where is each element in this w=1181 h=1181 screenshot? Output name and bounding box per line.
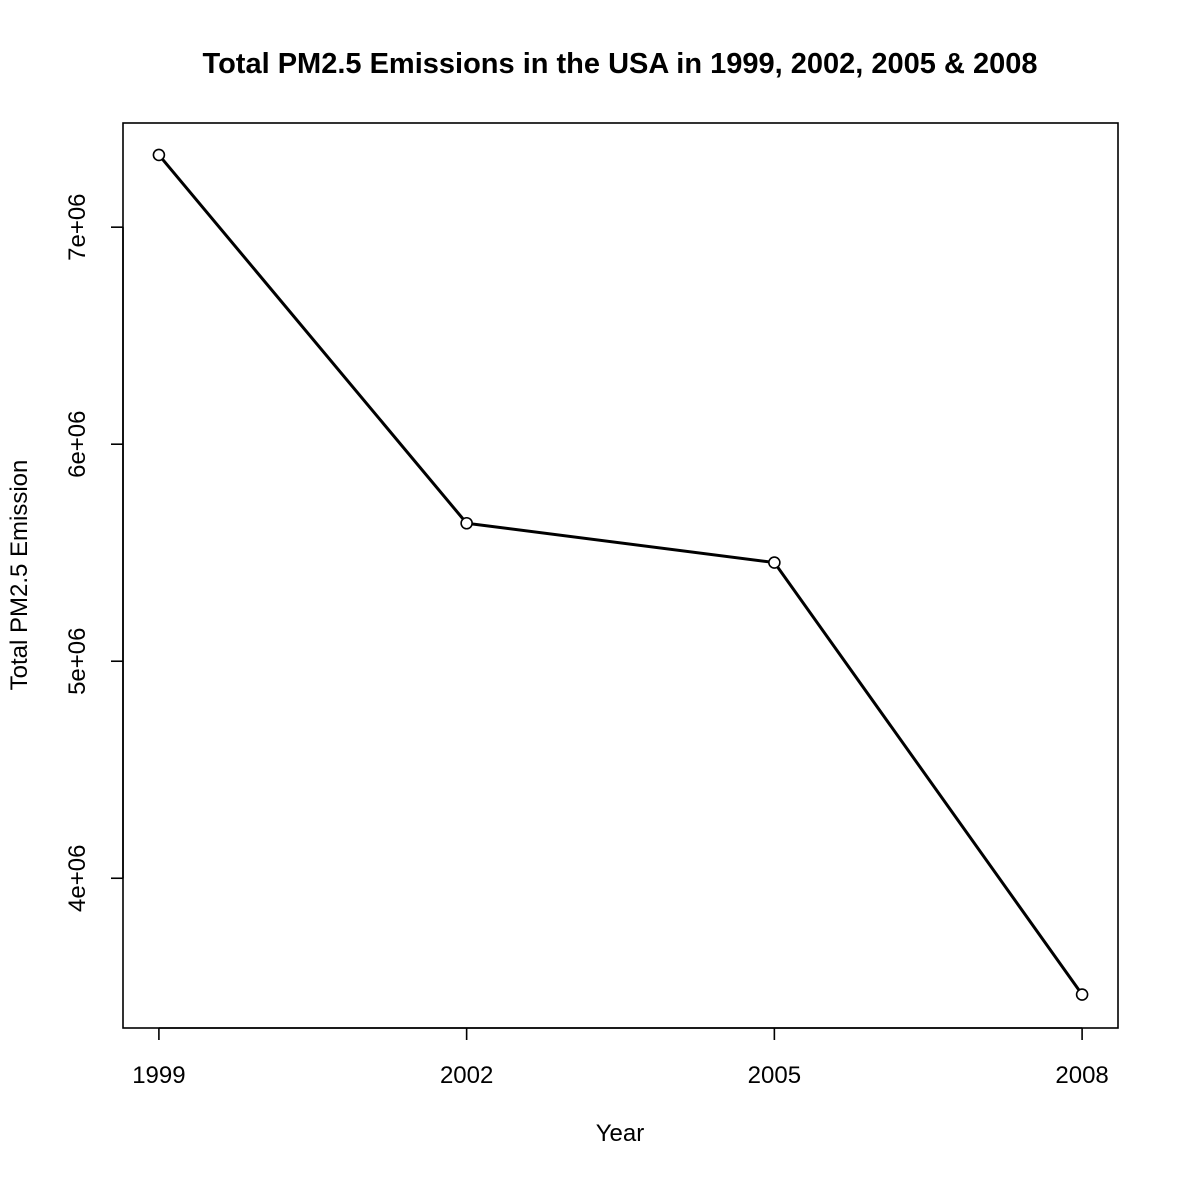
series-line: [157, 153, 1084, 997]
plot-frame: [122, 122, 1119, 1029]
y-tick-label: 7e+06: [64, 193, 91, 260]
x-tick-label: 1999: [132, 1062, 185, 1089]
x-tick-label: 2008: [1055, 1062, 1108, 1089]
chart-title: Total PM2.5 Emissions in the USA in 1999…: [203, 48, 1038, 80]
y-tick-label: 4e+06: [64, 845, 91, 912]
y-axis: 4e+06 5e+06 6e+06 7e+06: [64, 193, 124, 912]
data-point: [1075, 988, 1089, 1001]
data-point: [768, 556, 781, 569]
x-axis-label: Year: [596, 1120, 645, 1147]
y-tick-label: 5e+06: [64, 628, 91, 695]
y-tick-label: 6e+06: [64, 410, 91, 477]
data-point: [152, 148, 166, 162]
x-tick-label: 2002: [440, 1062, 493, 1089]
y-axis-label: Total PM2.5 Emission: [6, 460, 33, 691]
data-points: [152, 148, 1089, 1001]
x-axis: 1999 2002 2005 2008: [132, 1027, 1109, 1089]
x-tick-label: 2005: [748, 1062, 801, 1089]
data-point: [460, 516, 473, 530]
